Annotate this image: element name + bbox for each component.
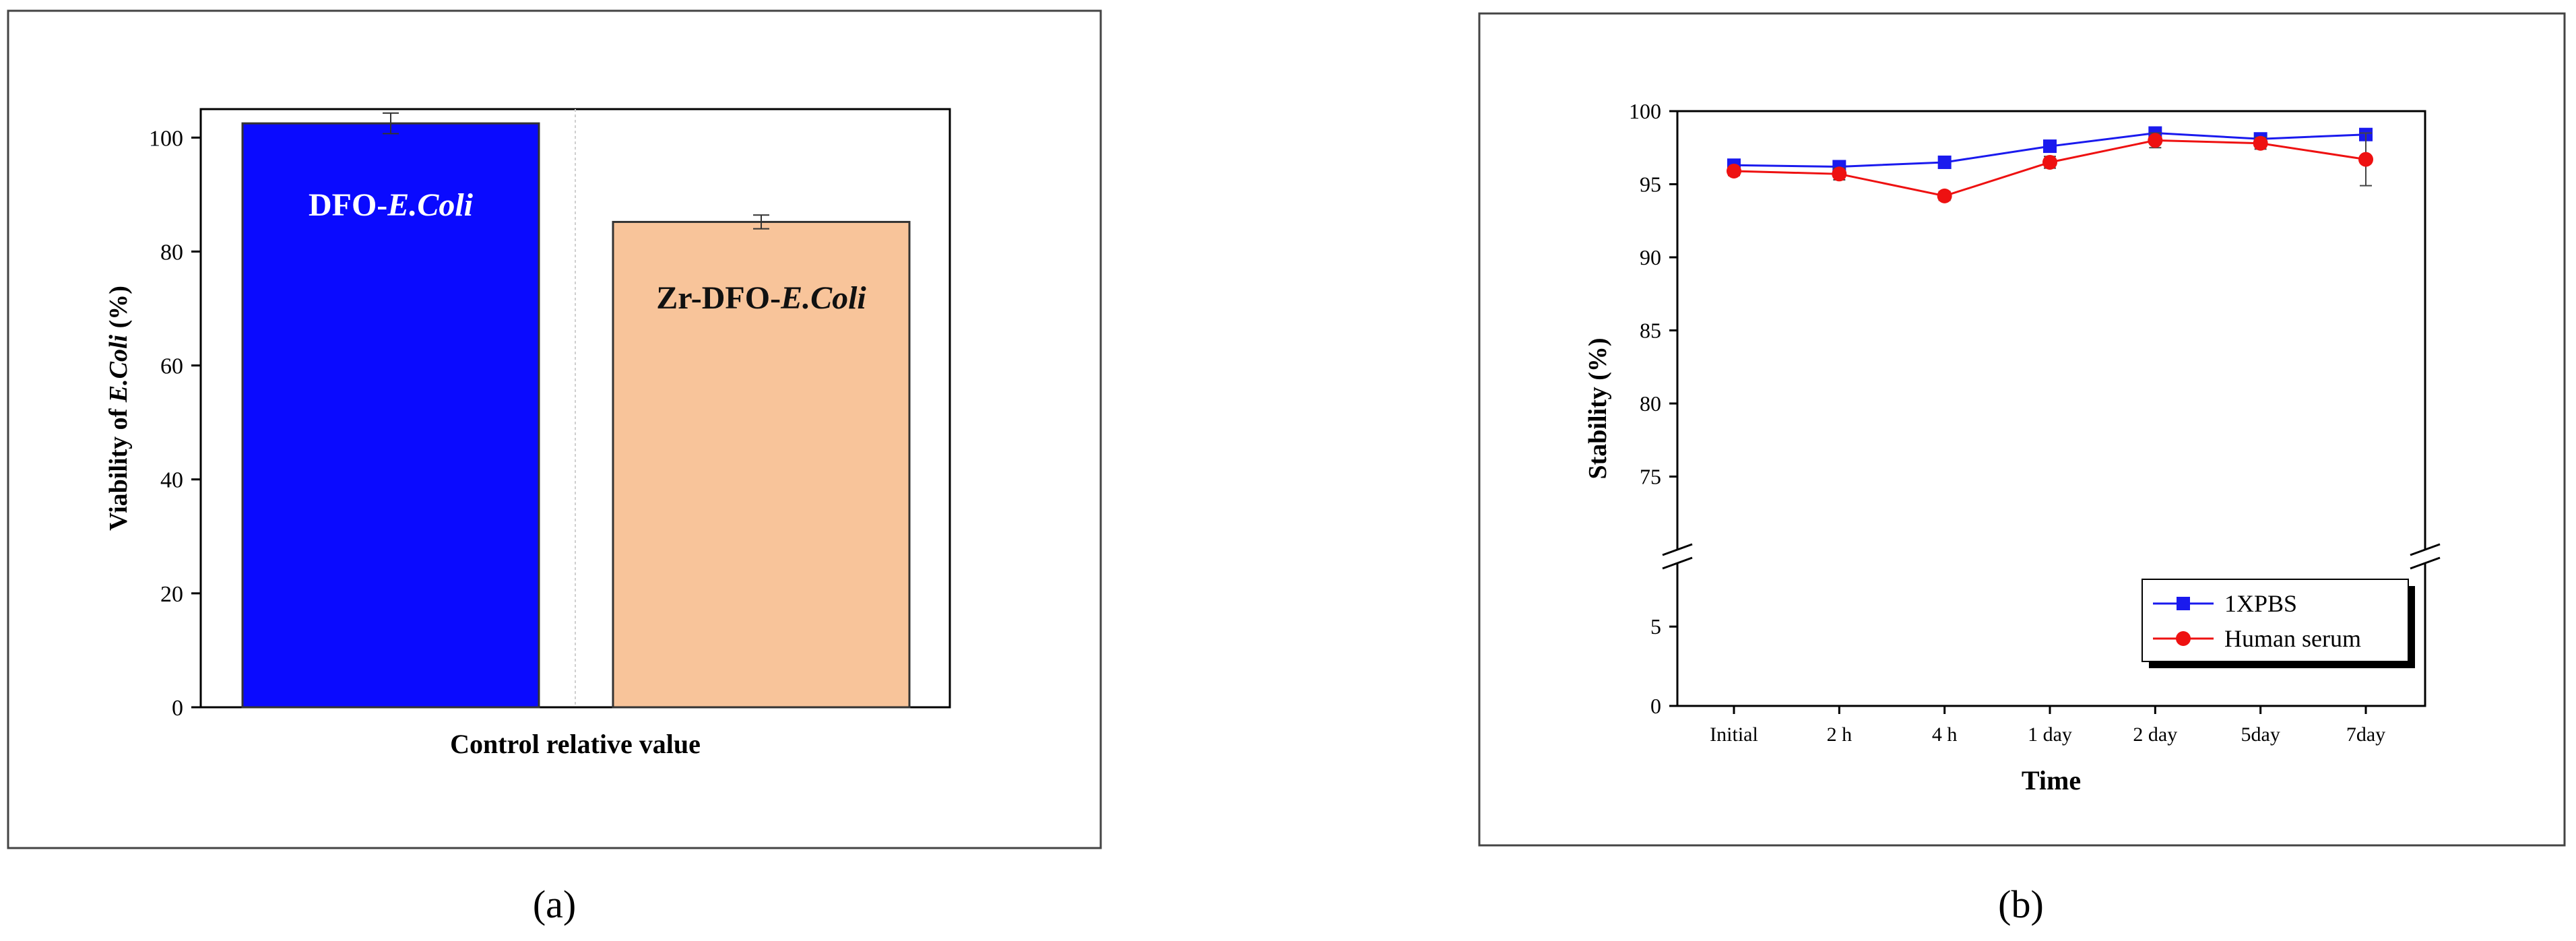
x-tick-label-b: 5day bbox=[2241, 723, 2280, 746]
axis-break-mark-left-1 bbox=[1662, 543, 1693, 556]
bar-1 bbox=[241, 122, 540, 709]
y-tick-label-a: 0 bbox=[172, 696, 183, 721]
x-tick-label-b: 2 h bbox=[1827, 723, 1853, 746]
panel-a-label: (a) bbox=[533, 882, 576, 926]
y-tick-label-b: 100 bbox=[1629, 99, 1661, 123]
x-axis-label-b: Time bbox=[2022, 765, 2081, 796]
x-tick-label-b: 4 h bbox=[1932, 723, 1958, 746]
chart-b: 75 80 85 90 95 100 0 5 Initial 2 h 4 h 1 day 2 day 5d… bbox=[1584, 99, 2445, 796]
axis-break-mark-left-2 bbox=[1662, 556, 1693, 570]
series-2-point bbox=[1832, 166, 1847, 182]
y-tick-label-a: 80 bbox=[160, 240, 183, 265]
plot-area-b bbox=[1676, 110, 2426, 707]
x-tick-label-b: 1 day bbox=[2028, 723, 2072, 746]
panel-b-line-chart: 75 80 85 90 95 100 0 5 Initial 2 h 4 h 1 day 2 day 5d… bbox=[1478, 12, 2566, 847]
y-axis-label-b: Stability (%) bbox=[1584, 337, 1612, 479]
series-2-point bbox=[2253, 135, 2268, 151]
panel-b-frame bbox=[1478, 12, 2566, 847]
bar-label-1: DFO-E.Coli bbox=[309, 187, 474, 223]
x-axis-label-a: Control relative value bbox=[450, 729, 701, 759]
bar-2 bbox=[612, 220, 911, 709]
series-2-point bbox=[1937, 188, 1952, 203]
series-2-point bbox=[2148, 133, 2163, 148]
y-tick-label-b: 0 bbox=[1650, 694, 1661, 718]
y-tick-label-b: 95 bbox=[1640, 172, 1661, 197]
y-tick-label-b: 80 bbox=[1640, 391, 1661, 416]
x-tick-label-b: 7day bbox=[2346, 723, 2385, 746]
series-2-point bbox=[2358, 152, 2373, 167]
axis-break-mark-right-1 bbox=[2410, 543, 2441, 556]
series-1-point bbox=[2043, 139, 2057, 154]
y-tick-label-a: 60 bbox=[160, 354, 183, 379]
legend-label-1: 1XPBS bbox=[2224, 590, 2297, 617]
y-axis-label-a: Viability of E.Coli (%) bbox=[104, 286, 133, 531]
y-tick-label-b: 5 bbox=[1650, 614, 1661, 639]
legend-marker-1 bbox=[2177, 597, 2190, 610]
bar-label-2: Zr-DFO-E.Coli bbox=[656, 280, 866, 316]
x-tick-label-b: 2 day bbox=[2133, 723, 2177, 746]
series-2-point bbox=[1727, 163, 1741, 179]
y-tick-label-b: 75 bbox=[1640, 465, 1661, 489]
y-tick-label-a: 40 bbox=[160, 468, 183, 493]
legend-label-2: Human serum bbox=[2224, 625, 2361, 652]
y-tick-label-b: 90 bbox=[1640, 245, 1661, 269]
y-tick-label-b: 85 bbox=[1640, 319, 1661, 343]
series-2-point bbox=[2042, 154, 2057, 170]
y-tick-label-a: 100 bbox=[149, 126, 183, 151]
y-tick-label-a: 20 bbox=[160, 582, 183, 607]
axis-break-mark-right-2 bbox=[2410, 556, 2441, 570]
panel-a-bar-chart: 0 20 40 60 80 100 DFO-E.Coli Zr-DFO-E.Coli Contr… bbox=[7, 9, 1102, 849]
series-1-point bbox=[1937, 155, 1952, 169]
panel-b-label: (b) bbox=[1998, 882, 2044, 926]
axis-break-gap bbox=[1657, 550, 2445, 563]
legend-marker-2 bbox=[2176, 631, 2191, 646]
x-tick-label-b: Initial bbox=[1710, 723, 1758, 746]
chart-a: 0 20 40 60 80 100 DFO-E.Coli Zr-DFO-E.Coli Contr… bbox=[104, 108, 951, 759]
legend-box bbox=[2142, 579, 2409, 662]
panel-a-frame bbox=[7, 9, 1102, 849]
